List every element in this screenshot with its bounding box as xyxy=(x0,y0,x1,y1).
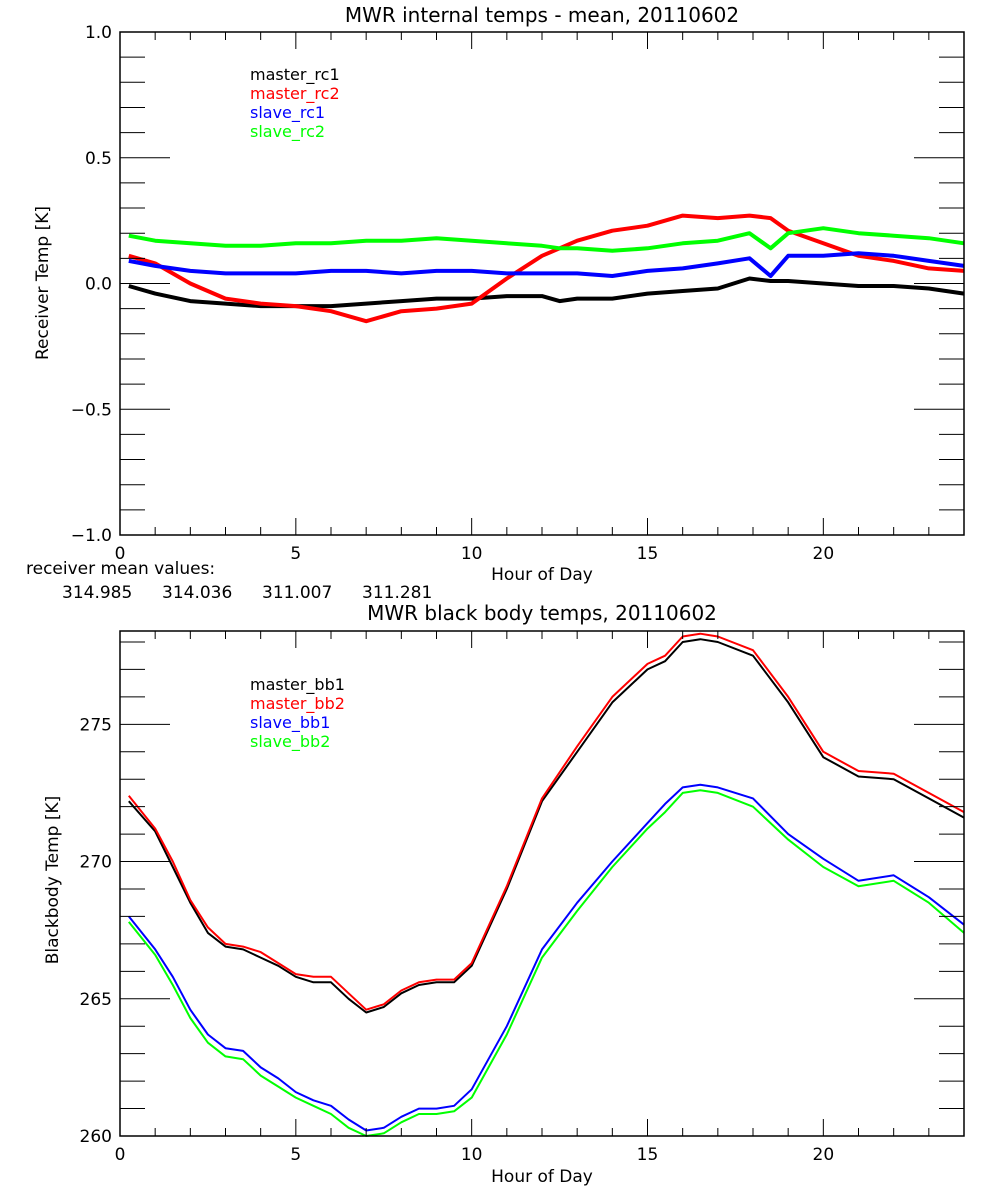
x-tick-label: 15 xyxy=(637,544,659,564)
annotation-value: 311.007 xyxy=(262,583,332,603)
x-tick-label: 20 xyxy=(813,1145,835,1165)
receiver-temp-chart: MWR internal temps - mean, 20110602 0 5 10… xyxy=(26,3,965,603)
y-axis-label: Blackbody Temp [K] xyxy=(43,796,63,965)
series-line-master-bb1 xyxy=(128,638,965,1014)
y-axis-label: Receiver Temp [K] xyxy=(33,206,53,360)
x-tick-label: 10 xyxy=(461,544,483,564)
y-tick-label: 1.0 xyxy=(85,23,112,43)
chart-title: MWR black body temps, 20110602 xyxy=(367,601,717,625)
x-tick-label: 15 xyxy=(637,1145,659,1165)
legend-entry-master-rc2: master_rc2 xyxy=(250,84,340,104)
blackbody-temp-chart: MWR black body temps, 20110602 0 5 10 15 20 2… xyxy=(43,601,965,1187)
x-tick-label: 0 xyxy=(115,544,126,564)
x-tick-label: 0 xyxy=(115,1145,126,1165)
tick-label-group: 0 5 10 15 20 −1.0 −0.5 0.0 0.5 1.0 xyxy=(71,23,834,564)
series-line-slave-rc2 xyxy=(128,226,965,253)
y-tick-label: −0.5 xyxy=(71,400,112,420)
chart-title: MWR internal temps - mean, 20110602 xyxy=(345,3,739,27)
y-tick-label: 260 xyxy=(80,1127,112,1147)
y-tick-label: −1.0 xyxy=(71,526,112,546)
y-tick-label: 0.0 xyxy=(85,275,112,295)
tick-group xyxy=(119,31,965,536)
series-line-master-bb2 xyxy=(128,632,965,1011)
annotation-value: 314.985 xyxy=(62,583,132,603)
x-axis-label: Hour of Day xyxy=(491,565,593,585)
x-tick-label: 5 xyxy=(290,544,301,564)
x-tick-label: 10 xyxy=(461,1145,483,1165)
x-tick-label: 20 xyxy=(813,544,835,564)
series-line-slave-rc1 xyxy=(128,251,965,278)
series-group xyxy=(128,632,965,1137)
annotation-value: 314.036 xyxy=(162,583,232,603)
series-line-slave-bb2 xyxy=(128,789,965,1137)
tick-label-group: 0 5 10 15 20 260 265 270 275 xyxy=(80,715,835,1165)
legend-entry-slave-rc2: slave_rc2 xyxy=(250,122,325,142)
legend-entry-slave-bb2: slave_bb2 xyxy=(250,732,330,752)
annotation-label: receiver mean values: xyxy=(26,559,215,579)
plot-frame xyxy=(119,630,965,1137)
legend-entry-slave-rc1: slave_rc1 xyxy=(250,103,325,123)
tick-group xyxy=(119,631,965,1137)
x-tick-label: 5 xyxy=(290,1145,301,1165)
legend-entry-master-rc1: master_rc1 xyxy=(250,65,340,85)
y-tick-label: 265 xyxy=(80,990,112,1010)
legend-entry-slave-bb1: slave_bb1 xyxy=(250,713,330,733)
annotation-value: 311.281 xyxy=(362,583,432,603)
annotation-values: 314.985 314.036 311.007 311.281 xyxy=(62,583,432,603)
legend-entry-master-bb2: master_bb2 xyxy=(250,694,345,714)
legend-entry-master-bb1: master_bb1 xyxy=(250,675,345,695)
series-group xyxy=(128,213,965,324)
y-tick-label: 270 xyxy=(80,853,112,873)
x-axis-label: Hour of Day xyxy=(491,1167,593,1187)
y-tick-label: 0.5 xyxy=(85,149,112,169)
series-line-slave-bb1 xyxy=(128,783,965,1132)
y-tick-label: 275 xyxy=(80,715,112,735)
